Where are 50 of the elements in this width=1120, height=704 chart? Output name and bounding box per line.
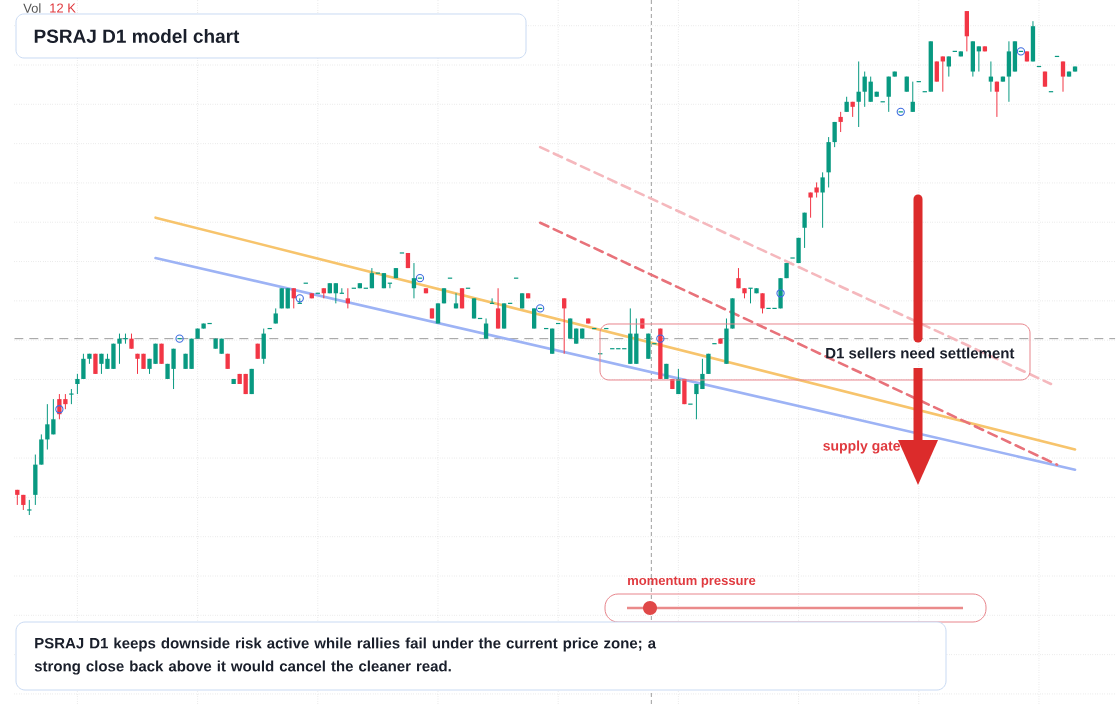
candlestick (117, 333, 122, 365)
candlestick (75, 373, 80, 395)
candlestick (81, 353, 86, 380)
candlestick (411, 262, 417, 299)
candlestick (832, 121, 837, 148)
candlestick (453, 292, 459, 309)
candlestick (802, 212, 807, 249)
text: PSRAJ D1 model chart (34, 29, 240, 43)
candlestick (940, 55, 945, 93)
point (55, 405, 64, 414)
candlestick (435, 302, 441, 325)
candlestick (291, 287, 296, 309)
point (415, 274, 425, 283)
candlestick (862, 71, 867, 108)
candlestick (1060, 60, 1066, 93)
point (536, 304, 545, 313)
candlestick (856, 60, 861, 128)
annotation: D1 sellers need settlement (826, 347, 1015, 359)
candlestick (760, 292, 765, 314)
candlestick (345, 287, 351, 309)
point (175, 334, 184, 343)
candlestick (483, 317, 489, 340)
candlestick (333, 282, 338, 304)
candlestick (976, 45, 982, 73)
annotation: Vol (23, 3, 41, 13)
candlestick (868, 76, 873, 103)
candlestick (676, 368, 681, 395)
candlestick (994, 81, 1000, 118)
candlestick (838, 111, 843, 133)
candlestick (946, 55, 951, 78)
point (295, 294, 304, 303)
point (776, 289, 785, 298)
point (896, 107, 905, 117)
annotation: supply gate (823, 440, 901, 454)
candlestick (531, 307, 537, 330)
candlestick (568, 317, 573, 340)
text: momentum pressure (628, 576, 756, 588)
annotation: 12 K (50, 3, 76, 13)
candlestick (886, 76, 891, 113)
candlestick (934, 60, 939, 83)
candlestick (562, 297, 567, 355)
candlestick (808, 192, 813, 219)
candlestick (910, 81, 915, 113)
candlestick (988, 60, 994, 93)
point (656, 334, 665, 343)
candlestick (122, 333, 129, 345)
candlestick (495, 287, 501, 330)
text: PSRAJ D1 keeps downside risk active while rallies fail under the current price zone; a strong close back above it would cancel the cleaner read. (34, 637, 657, 675)
candlestick (820, 171, 825, 229)
point (1016, 47, 1026, 56)
